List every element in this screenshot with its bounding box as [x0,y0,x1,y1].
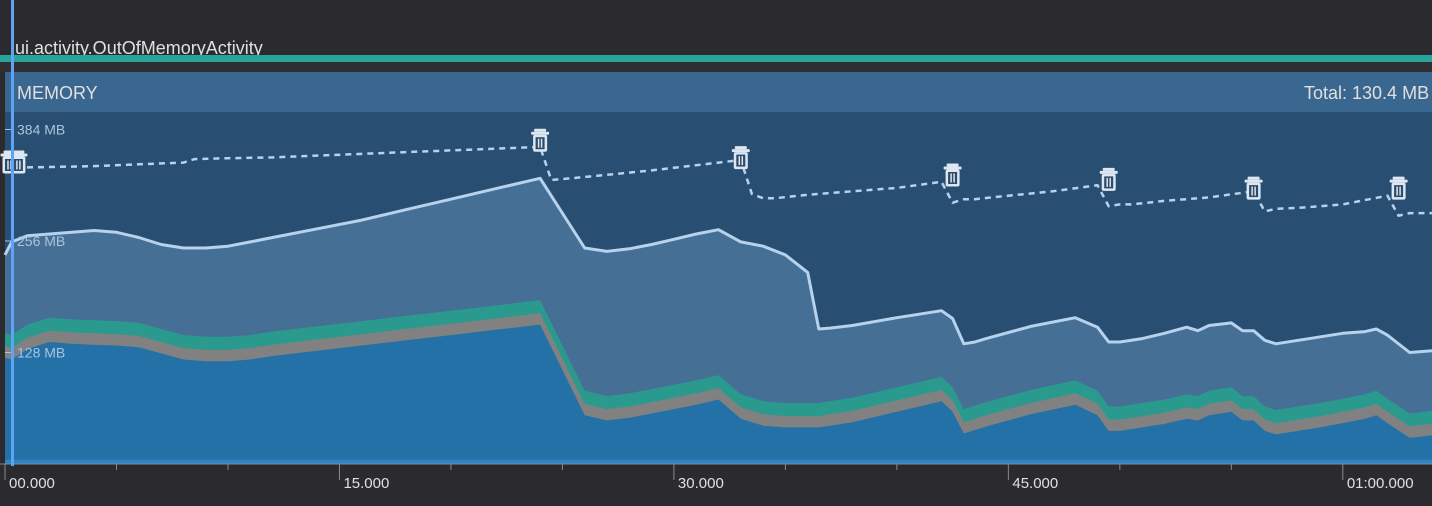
playhead-cursor[interactable] [10,0,14,466]
allocated-line [3,176,1432,354]
panel-gap [0,62,1432,72]
chart-header [5,72,1432,112]
x-tick-label: 30.000 [678,475,724,492]
gc-event-icon[interactable] [1389,176,1408,200]
gc-event-icon[interactable] [531,128,550,152]
x-tick-label: 15.000 [343,475,389,492]
y-tick-label: 256 MB [17,233,65,249]
activity-label: ui.activity.OutOfMemoryActivity [15,38,263,58]
gc-event-icon[interactable] [943,163,962,187]
x-tick-label: 01:00.000 [1347,475,1414,492]
activity-bar[interactable] [0,55,1432,62]
gc-event-icon[interactable] [1099,167,1118,191]
total-label: Total: 130.4 MB [1304,83,1429,103]
gc-event-icon[interactable] [9,150,28,174]
y-tick-label: 128 MB [17,344,65,360]
chart-title: MEMORY [17,83,98,103]
x-tick-label: 00.000 [9,475,55,492]
axis-strip [0,464,1432,506]
top-band [0,0,1432,56]
area-graphics [5,459,1432,464]
gc-event-icon[interactable] [1244,176,1263,200]
y-tick-label: 384 MB [17,121,65,137]
area-java [5,324,1432,464]
x-tick-label: 45.000 [1012,475,1058,492]
gc-event-icon[interactable] [731,146,750,170]
